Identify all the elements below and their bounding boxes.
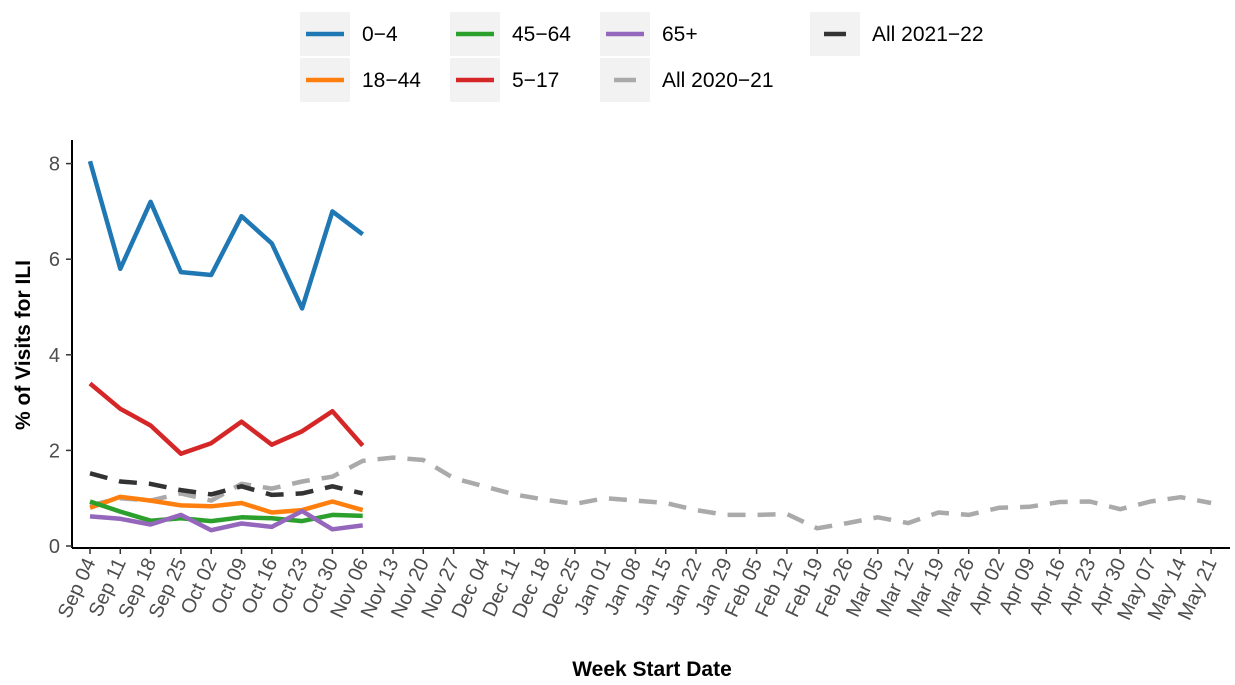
legend-label: 0−4 bbox=[362, 23, 398, 46]
series-line bbox=[89, 455, 1212, 531]
axes bbox=[71, 140, 1230, 549]
legend-item: 45−64 bbox=[450, 12, 571, 56]
legend-label: 5−17 bbox=[512, 69, 559, 92]
plot-series bbox=[87, 160, 1212, 533]
y-ticks: 0 2 4 6 8 bbox=[49, 154, 72, 558]
y-tick-label: 0 bbox=[49, 536, 60, 558]
legend-label: 18−44 bbox=[362, 69, 421, 92]
y-tick-label: 2 bbox=[49, 440, 60, 462]
series-line bbox=[89, 494, 364, 515]
legend-item: All 2021−22 bbox=[810, 12, 984, 56]
legend-label: All 2021−22 bbox=[872, 23, 984, 46]
legend: 0−4 18−44 45−64 5−17 65+ All 2020−21 All 2021−… bbox=[300, 12, 984, 102]
series-line bbox=[88, 381, 365, 456]
y-tick-label: 4 bbox=[49, 345, 60, 367]
series-line bbox=[87, 160, 365, 311]
legend-item: 65+ bbox=[600, 12, 698, 56]
y-axis-title: % of Visits for ILI bbox=[12, 260, 35, 430]
legend-label: 65+ bbox=[662, 23, 698, 46]
x-axis-title: Week Start Date bbox=[572, 658, 732, 681]
y-tick-label: 6 bbox=[49, 249, 60, 271]
series-line bbox=[89, 508, 363, 533]
legend-item: 5−17 bbox=[450, 58, 559, 102]
legend-item: All 2020−21 bbox=[600, 58, 774, 102]
legend-item: 0−4 bbox=[300, 12, 398, 56]
y-tick-label: 8 bbox=[49, 154, 60, 176]
legend-label: All 2020−21 bbox=[662, 69, 774, 92]
legend-label: 45−64 bbox=[512, 23, 571, 46]
series-line bbox=[89, 471, 364, 498]
legend-item: 18−44 bbox=[300, 58, 421, 102]
